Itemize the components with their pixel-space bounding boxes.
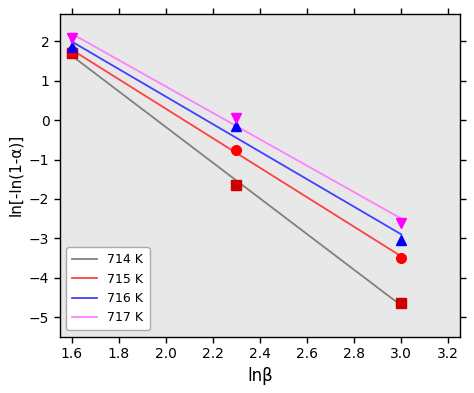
717 K [370, 200, 376, 205]
716 K [370, 215, 376, 220]
716 K [89, 51, 94, 55]
715 K [399, 254, 404, 259]
715 K [89, 60, 94, 64]
715 K [69, 47, 74, 52]
715 K [382, 244, 388, 248]
714 K [399, 303, 404, 308]
716 K [399, 232, 404, 237]
716 K [130, 75, 136, 80]
Line: 717 K: 717 K [72, 33, 401, 219]
Line: 716 K: 716 K [72, 41, 401, 234]
714 K [82, 63, 88, 68]
715 K [156, 102, 162, 107]
715 K [82, 55, 88, 60]
716 K [156, 90, 162, 95]
717 K [130, 66, 136, 70]
714 K [156, 120, 162, 125]
717 K [382, 207, 388, 212]
716 K [382, 222, 388, 227]
716 K [69, 39, 74, 44]
717 K [399, 216, 404, 221]
717 K [82, 39, 88, 43]
714 K [382, 290, 388, 295]
X-axis label: lnβ: lnβ [247, 367, 273, 385]
717 K [69, 31, 74, 36]
714 K [130, 100, 136, 105]
715 K [130, 86, 136, 90]
715 K [370, 236, 376, 241]
Line: 714 K: 714 K [72, 55, 401, 305]
714 K [69, 53, 74, 58]
Y-axis label: ln[-ln(1-α)]: ln[-ln(1-α)] [9, 134, 23, 217]
717 K [156, 81, 162, 85]
714 K [89, 68, 94, 73]
717 K [89, 42, 94, 47]
Line: 715 K: 715 K [72, 50, 401, 256]
Legend: 714 K, 715 K, 716 K, 717 K: 714 K, 715 K, 716 K, 717 K [66, 247, 150, 331]
716 K [82, 47, 88, 51]
714 K [370, 282, 376, 286]
